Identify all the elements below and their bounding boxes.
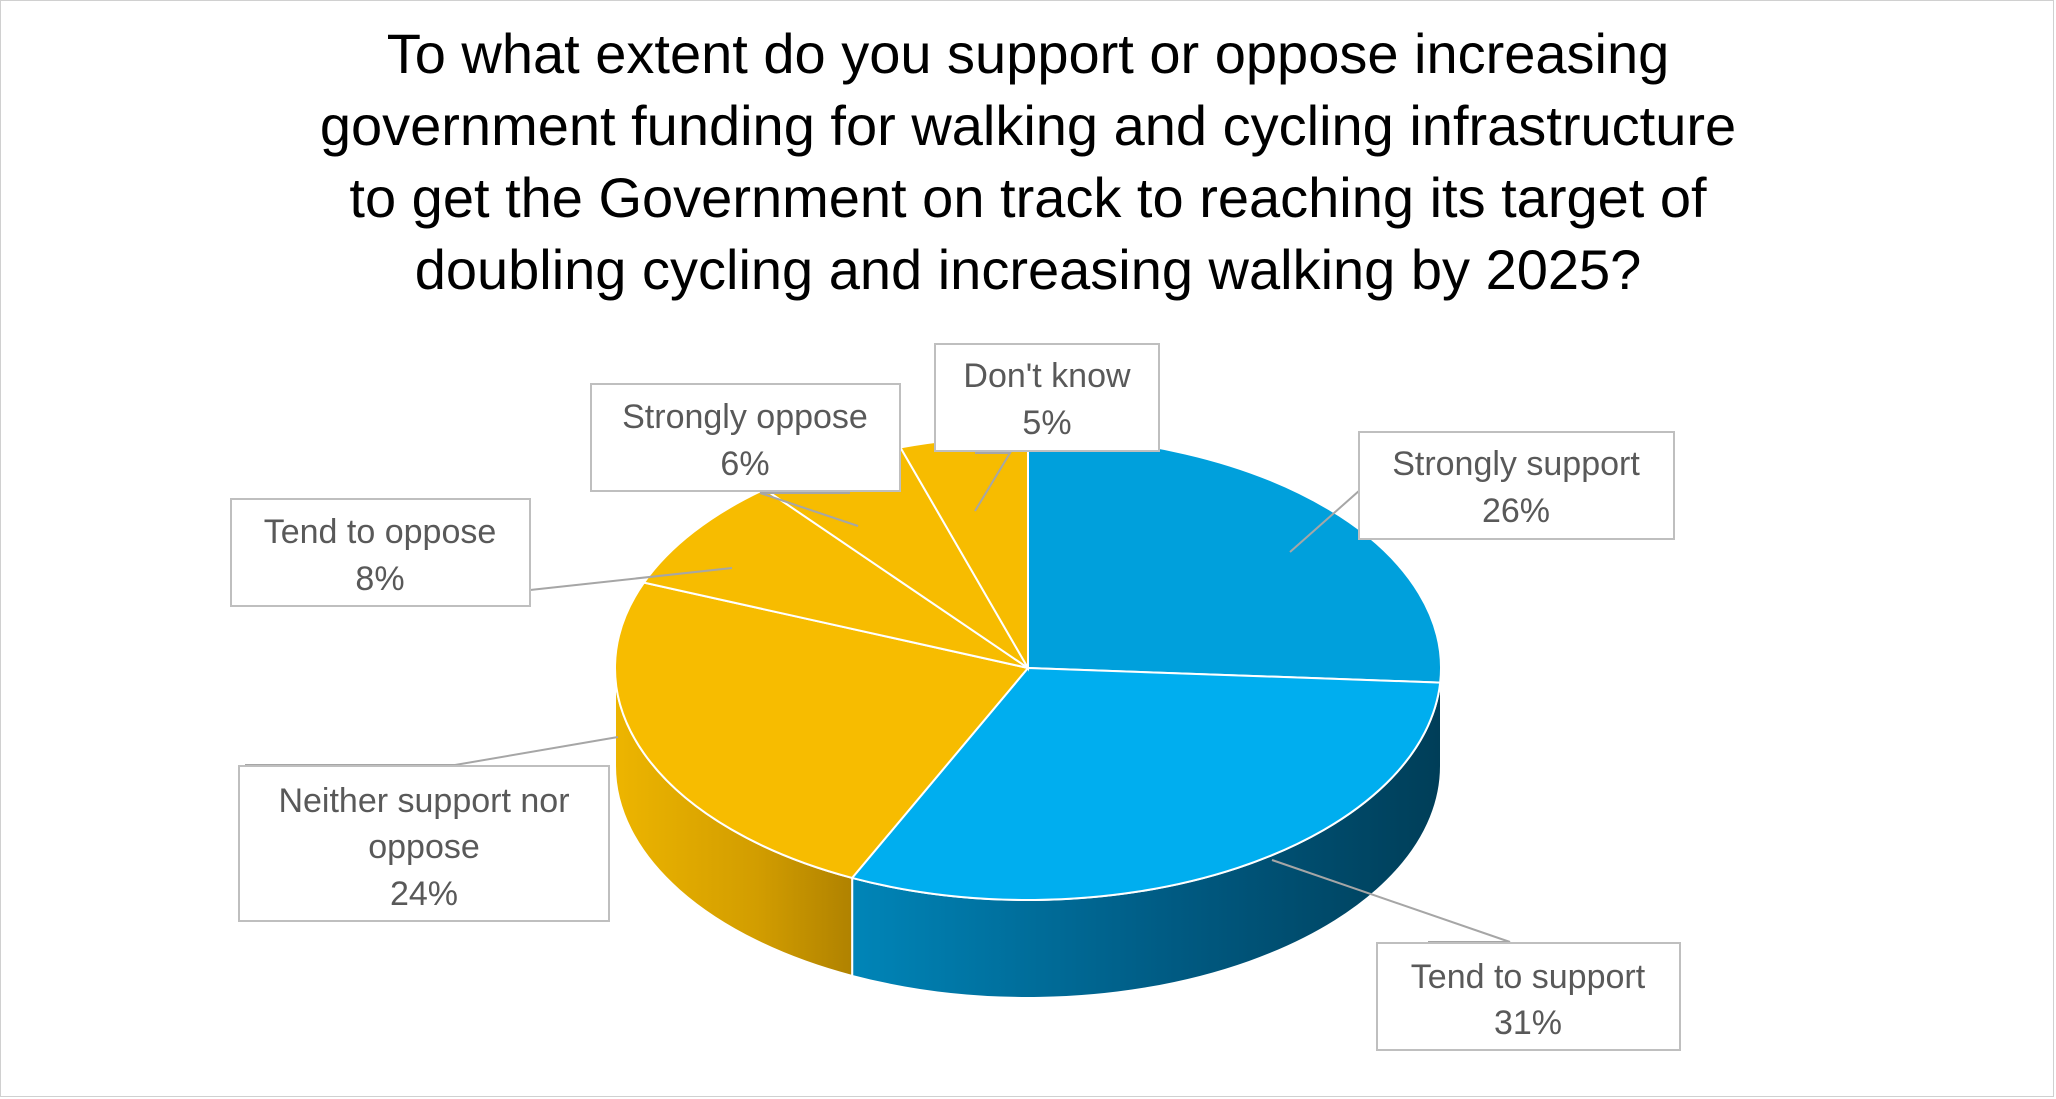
- label-value-tend-to-oppose: 8%: [355, 560, 404, 598]
- label-box-neither: [238, 765, 610, 922]
- chart-title: To what extent do you support or oppose …: [180, 18, 1876, 306]
- label-name-tend-to-support: Tend to support: [1411, 958, 1646, 996]
- pie-slice-neither-support-nor-oppose: [614, 581, 1030, 880]
- label-box-dont-know: [934, 343, 1160, 452]
- label-box-strongly-support: [1358, 431, 1675, 540]
- label-name-dont-know: Don't know: [963, 357, 1131, 395]
- label-value-strongly-oppose: 6%: [720, 445, 769, 483]
- label-box-strongly-oppose: [590, 383, 901, 492]
- title-line-1: To what extent do you support or oppose …: [386, 22, 1670, 85]
- data-label-strongly-oppose: Strongly oppose 6%: [590, 383, 901, 492]
- title-line-2: government funding for walking and cycli…: [319, 94, 1737, 157]
- label-name-strongly-oppose: Strongly oppose: [622, 398, 868, 436]
- title-line-4: doubling cycling and increasing walking …: [414, 238, 1642, 301]
- label-name-neither-line-1: Neither support nor: [278, 782, 569, 820]
- pie-slices: [614, 434, 1442, 901]
- data-label-tend-to-support: Tend to support 31%: [1376, 942, 1681, 1051]
- data-label-dont-know: Don't know 5%: [934, 343, 1160, 452]
- pie-slice-tend-to-oppose: [642, 488, 1029, 669]
- label-value-tend-to-support: 31%: [1494, 1004, 1562, 1042]
- label-value-neither: 24%: [390, 875, 458, 913]
- pie-slice-tend-to-support: [850, 666, 1442, 901]
- label-box-tend-to-oppose: [230, 498, 531, 607]
- label-name-neither-line-2: oppose: [368, 828, 480, 866]
- label-name-strongly-support: Strongly support: [1392, 445, 1640, 483]
- label-value-strongly-support: 26%: [1482, 492, 1550, 530]
- data-label-strongly-support: Strongly support 26%: [1358, 431, 1675, 540]
- leader-line-dont-know: [974, 452, 1012, 512]
- label-value-dont-know: 5%: [1022, 404, 1071, 442]
- label-box-tend-to-support: [1376, 942, 1681, 1051]
- label-name-tend-to-oppose: Tend to oppose: [264, 513, 497, 551]
- data-label-neither: Neither support nor oppose 24%: [238, 765, 610, 922]
- data-label-tend-to-oppose: Tend to oppose 8%: [230, 498, 531, 607]
- leader-line-neither: [245, 736, 619, 766]
- leader-line-strongly-oppose: [759, 492, 859, 527]
- title-line-3: to get the Government on track to reachi…: [349, 166, 1707, 229]
